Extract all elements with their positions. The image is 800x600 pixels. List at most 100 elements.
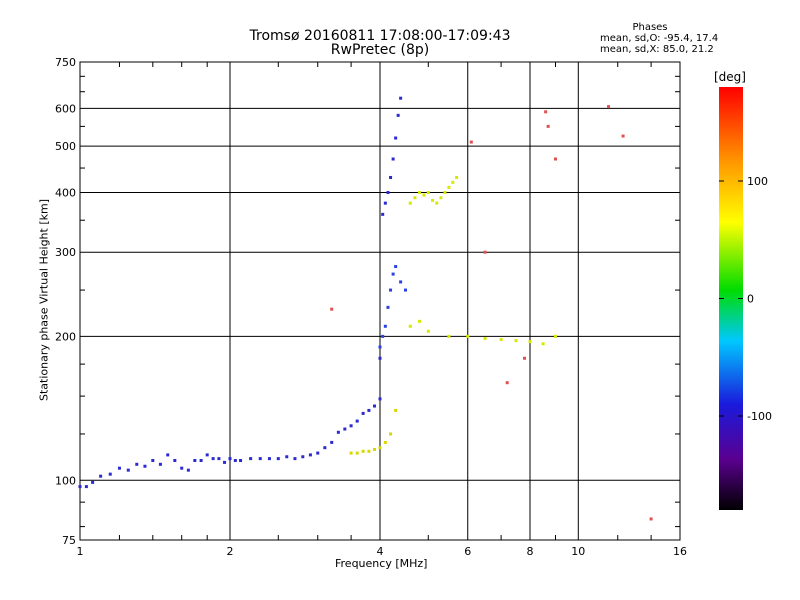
colorbar-title: [deg]: [714, 70, 746, 84]
data-point: [431, 198, 435, 202]
data-point: [621, 134, 625, 138]
data-point: [205, 453, 209, 457]
data-point: [349, 451, 353, 455]
data-point: [99, 474, 103, 478]
data-point: [389, 288, 393, 292]
data-point: [483, 336, 487, 340]
data-point: [378, 446, 382, 450]
data-point: [239, 458, 243, 462]
data-point: [381, 212, 385, 216]
y-tick-label: 750: [55, 56, 76, 69]
data-point: [383, 440, 387, 444]
data-point: [308, 453, 312, 457]
data-point: [336, 430, 340, 434]
data-point: [399, 280, 403, 284]
x-tick-label: 10: [571, 545, 585, 558]
data-point: [223, 460, 227, 464]
data-point: [258, 457, 262, 461]
data-point: [343, 427, 347, 431]
data-point: [607, 105, 611, 109]
colorbar-tick-label: -100: [747, 410, 772, 423]
data-point: [386, 305, 390, 309]
data-point: [316, 451, 320, 455]
x-axis-ticks: 1 2 4 6 8 10 16: [77, 62, 687, 558]
data-point: [396, 113, 400, 117]
x-axis-label: Frequency [MHz]: [335, 557, 428, 570]
data-point: [186, 468, 190, 472]
data-point: [408, 324, 412, 328]
data-point: [330, 307, 334, 311]
colorbar-tick-label: 0: [747, 293, 754, 306]
data-point: [249, 457, 253, 461]
data-point: [126, 468, 130, 472]
data-point: [323, 446, 327, 450]
data-point: [355, 419, 359, 423]
data-point: [483, 250, 487, 254]
data-point: [330, 440, 334, 444]
data-point: [466, 334, 470, 338]
data-point: [91, 480, 95, 484]
data-point: [173, 458, 177, 462]
data-point: [394, 408, 398, 412]
data-point: [391, 272, 395, 276]
data-point: [233, 458, 237, 462]
y-tick-label: 200: [55, 330, 76, 343]
x-tick-label: 1: [77, 545, 84, 558]
data-point: [193, 458, 197, 462]
data-point: [355, 451, 359, 455]
chart-title-line1: Tromsø 20160811 17:08:00-17:09:43: [249, 28, 511, 44]
phases-title: Phases: [632, 22, 668, 33]
data-point: [117, 466, 121, 470]
data-point: [541, 342, 545, 346]
data-point: [78, 485, 82, 489]
data-point: [378, 397, 382, 401]
colorbar-tick-label: 100: [747, 175, 768, 188]
x-tick-label: 4: [377, 545, 384, 558]
data-point: [285, 455, 289, 459]
y-tick-label: 400: [55, 186, 76, 199]
data-point: [383, 201, 387, 205]
data-point: [383, 324, 387, 328]
data-point: [378, 345, 382, 349]
y-axis-ticks: 75 100 200 300 400 500 600 750: [55, 56, 680, 547]
data-point: [505, 381, 509, 385]
data-point: [373, 447, 377, 451]
data-point: [523, 356, 527, 360]
data-point: [381, 334, 385, 338]
data-point: [386, 190, 390, 194]
data-point: [143, 464, 147, 468]
data-point: [84, 485, 88, 489]
data-point: [469, 140, 473, 144]
data-point: [293, 457, 297, 461]
data-point: [544, 110, 548, 114]
data-point: [180, 466, 184, 470]
chart-title-line2: RwPretec (8p): [330, 42, 430, 58]
data-point: [394, 136, 398, 140]
data-point: [361, 411, 365, 415]
y-tick-label: 100: [55, 474, 76, 487]
data-point: [426, 190, 430, 194]
data-point: [447, 185, 451, 189]
scatter-points: [78, 96, 653, 521]
data-point: [389, 432, 393, 436]
data-point: [447, 334, 451, 338]
y-tick-label: 75: [62, 534, 76, 547]
colorbar-ticks: 100 0 -100: [719, 175, 772, 423]
x-tick-label: 8: [527, 545, 534, 558]
data-point: [276, 457, 280, 461]
data-point: [166, 453, 170, 457]
data-point: [301, 455, 305, 459]
y-tick-label: 300: [55, 246, 76, 259]
data-point: [391, 157, 395, 161]
data-point: [367, 449, 371, 453]
data-point: [211, 457, 215, 461]
data-point: [455, 175, 459, 179]
data-point: [373, 404, 377, 408]
y-axis-label: Stationary phase Virtual Height [km]: [37, 198, 51, 402]
data-point: [649, 517, 653, 521]
data-point: [403, 288, 407, 292]
data-point: [413, 196, 417, 200]
data-point: [389, 175, 393, 179]
data-point: [378, 356, 382, 360]
data-point: [499, 338, 503, 342]
